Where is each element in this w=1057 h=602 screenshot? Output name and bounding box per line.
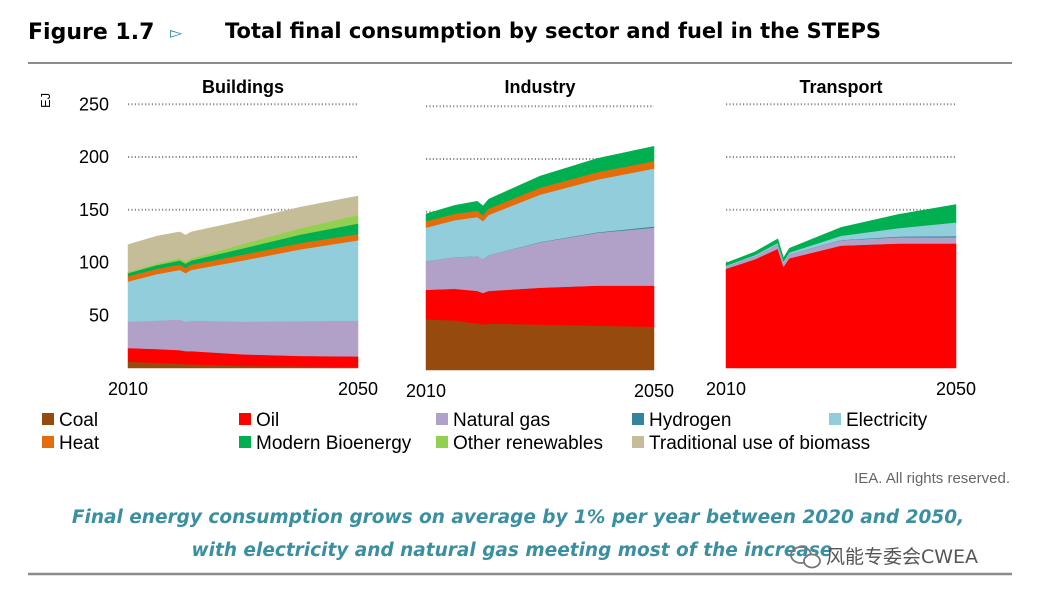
- legend-swatch-electricity: [829, 413, 841, 425]
- caption-line-1: Final energy consumption grows on averag…: [72, 507, 964, 528]
- area-industry-oil: [425, 285, 655, 327]
- legend-label-tradbio: Traditional use of biomass: [649, 433, 870, 454]
- y-tick-label-100: 100: [79, 253, 109, 273]
- watermark-text: 风能专委会CWEA: [826, 546, 978, 568]
- legend-swatch-oil: [239, 413, 251, 425]
- area-transport-oil: [725, 243, 957, 369]
- legend-label-gas: Natural gas: [453, 410, 550, 431]
- legend-swatch-renewables: [436, 436, 448, 448]
- legend-swatch-heat: [42, 436, 54, 448]
- legend-label-oil: Oil: [256, 410, 279, 431]
- legend: Coal Oil Natural gas Hydrogen Electricity Hea…: [42, 410, 928, 454]
- x-tick-end-industry: 2050: [634, 381, 674, 401]
- figure-label: Figure 1.7: [28, 20, 154, 45]
- credit-text: IEA. All rights reserved.: [854, 470, 1010, 487]
- figure-marker-icon: ▻: [170, 25, 183, 42]
- legend-label-bioenergy: Modern Bioenergy: [256, 433, 412, 454]
- x-tick-end-transport: 2050: [936, 379, 976, 399]
- legend-swatch-tradbio: [632, 436, 644, 448]
- x-tick-end-buildings: 2050: [338, 379, 378, 399]
- y-axis-ticks: 250 200 150 100 50: [79, 94, 109, 325]
- legend-label-electricity: Electricity: [846, 410, 928, 431]
- x-tick-start-buildings: 2010: [108, 379, 148, 399]
- panel-buildings: Buildings 2010 2050: [108, 77, 378, 399]
- wechat-icon: [790, 546, 821, 569]
- y-tick-label-250: 250: [79, 94, 109, 114]
- watermark: 风能专委会CWEA: [790, 546, 978, 569]
- figure-title: Total final consumption by sector and fu…: [225, 19, 881, 43]
- legend-swatch-coal: [42, 413, 54, 425]
- y-tick-label-50: 50: [89, 305, 109, 325]
- y-tick-label-200: 200: [79, 147, 109, 167]
- y-axis-label: EJ: [38, 93, 53, 108]
- legend-swatch-gas: [436, 413, 448, 425]
- legend-label-heat: Heat: [59, 433, 100, 454]
- panel-industry: Industry 2010 2050: [406, 77, 674, 401]
- legend-label-hydrogen: Hydrogen: [649, 410, 731, 431]
- area-buildings-tradbio: [127, 195, 359, 273]
- panel-title-industry: Industry: [504, 77, 575, 97]
- x-tick-start-industry: 2010: [406, 381, 446, 401]
- panel-transport: Transport 2010 2050: [706, 77, 976, 399]
- x-tick-start-transport: 2010: [706, 379, 746, 399]
- legend-label-renewables: Other renewables: [453, 433, 603, 454]
- area-industry-bioenergy: [425, 145, 655, 222]
- legend-label-coal: Coal: [59, 410, 98, 431]
- legend-swatch-bioenergy: [239, 436, 251, 448]
- caption-line-2: with electricity and natural gas meeting…: [192, 540, 833, 561]
- legend-swatch-hydrogen: [632, 413, 644, 425]
- panel-title-transport: Transport: [799, 77, 882, 97]
- y-tick-label-150: 150: [79, 200, 109, 220]
- area-transport-bioenergy: [725, 204, 957, 267]
- area-industry-coal: [425, 319, 655, 371]
- panel-title-buildings: Buildings: [202, 77, 284, 97]
